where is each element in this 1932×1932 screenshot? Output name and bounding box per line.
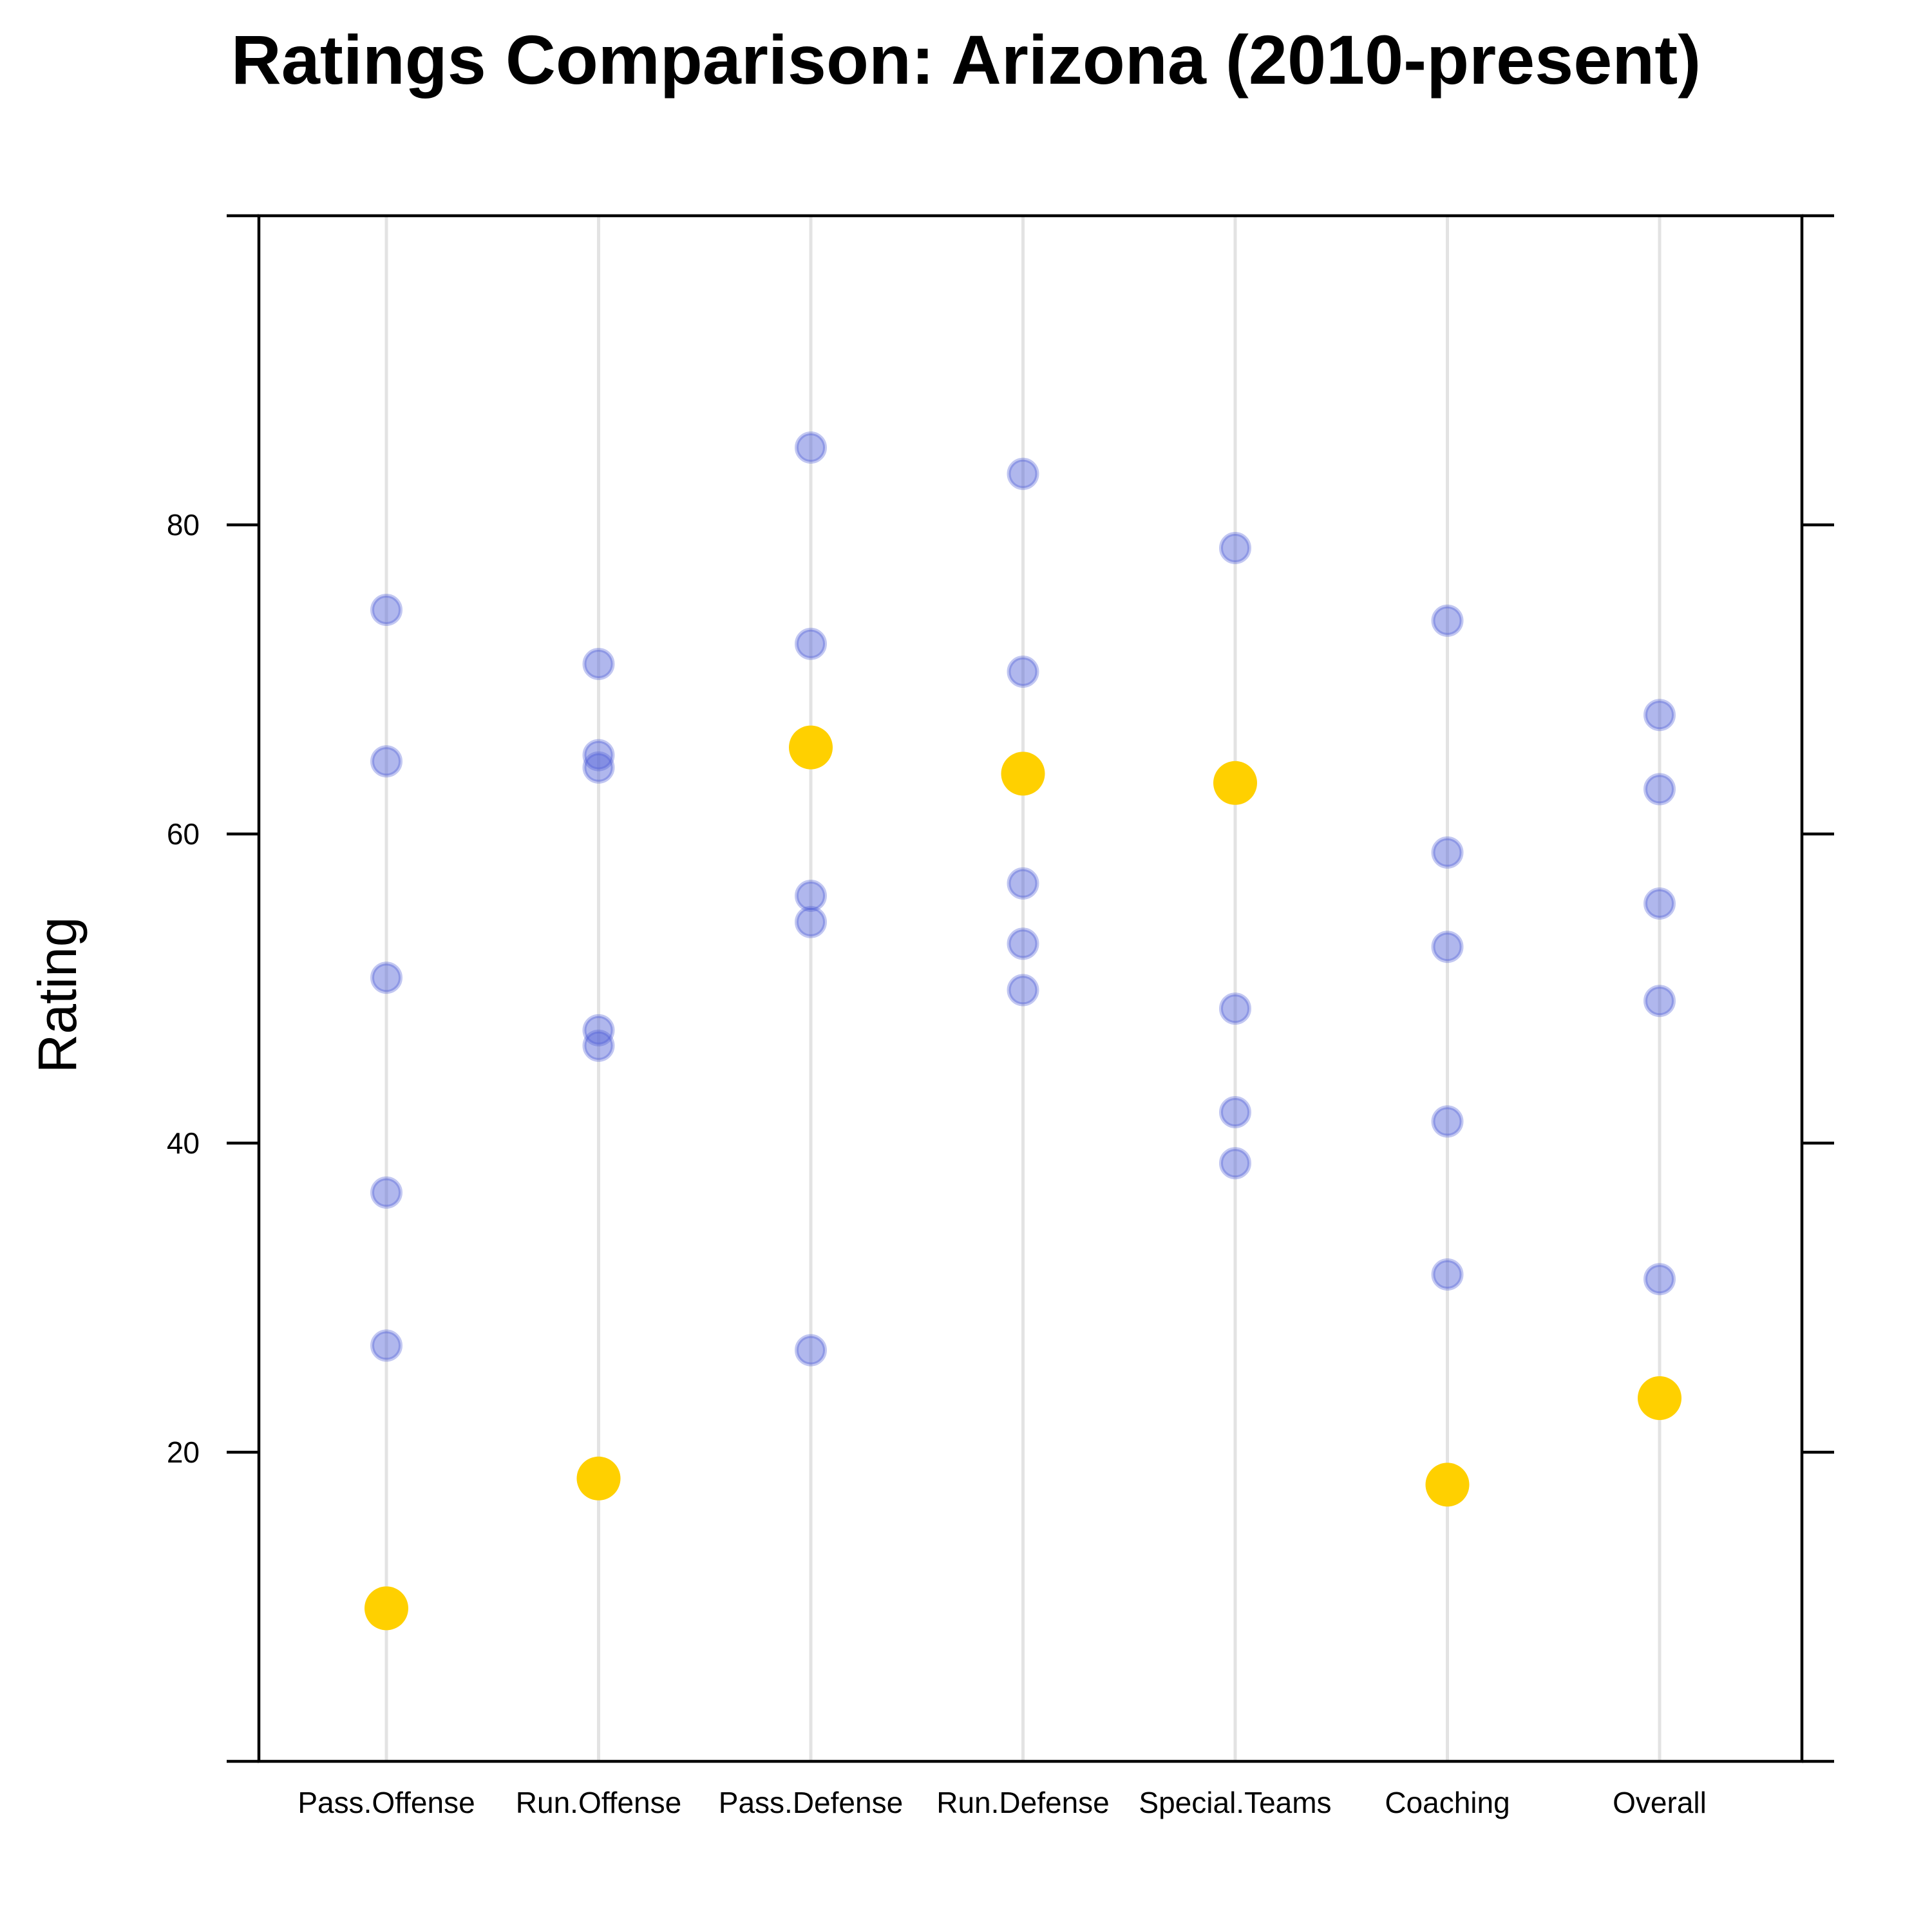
category-guides [384,216,1662,1761]
x-tick-label: Pass.Offense [298,1786,475,1819]
y-axis: 20 40 60 80 [167,214,1834,1763]
y-tick-label: 20 [167,1435,200,1469]
point-other-season [582,739,615,772]
point-arizona [365,1586,408,1631]
y-tick-label: 80 [167,508,200,542]
x-axis: Pass.Offense Run.Offense Pass.Defense Run.D… [298,1786,1707,1819]
point-other-season [1219,532,1251,564]
point-other-season [1431,1258,1464,1291]
x-tick-label: Pass.Defense [719,1786,903,1819]
point-other-season [1431,1105,1464,1138]
point-other-season [1007,867,1039,900]
point-other-season [370,1329,402,1362]
point-other-season [795,880,827,912]
point-other-season [1007,974,1039,1007]
point-arizona [1425,1463,1470,1507]
y-tick-label: 40 [167,1126,200,1160]
x-tick-label: Coaching [1385,1786,1510,1819]
point-other-season [1007,927,1039,960]
point-other-season [1219,1096,1251,1128]
point-other-season [1007,656,1039,688]
x-tick-label: Overall [1613,1786,1707,1819]
plot-frame [257,214,1804,1763]
point-other-season [795,905,827,938]
point-other-season [370,961,402,994]
point-other-season [1431,931,1464,963]
point-other-season [582,1014,615,1046]
point-other-season [1007,457,1039,490]
point-other-season [370,594,402,626]
point-other-season [1219,1147,1251,1180]
x-tick-label: Run.Offense [516,1786,681,1819]
point-other-season [582,1029,615,1062]
point-other-season [370,745,402,778]
y-axis-label: Rating [27,917,88,1074]
point-other-season [1643,1263,1676,1296]
point-other-season [1643,773,1676,806]
point-other-season [582,751,615,784]
chart-title: Ratings Comparison: Arizona (2010-presen… [231,21,1701,99]
point-other-season [1643,887,1676,920]
point-other-season [582,648,615,680]
point-arizona [789,725,833,770]
data-points [365,431,1681,1631]
point-other-season [370,1176,402,1209]
point-other-season [1643,985,1676,1018]
point-arizona [1638,1376,1681,1420]
x-tick-label: Special.Teams [1139,1786,1331,1819]
point-other-season [1219,992,1251,1025]
point-other-season [1643,699,1676,732]
point-other-season [795,627,827,660]
point-arizona [1001,752,1045,796]
point-arizona [576,1456,621,1501]
point-arizona [1213,761,1257,805]
point-other-season [1431,836,1464,869]
x-tick-label: Run.Defense [936,1786,1110,1819]
point-other-season [1431,604,1464,637]
point-other-season [795,431,827,464]
point-other-season [795,1334,827,1367]
y-tick-label: 60 [167,817,200,851]
